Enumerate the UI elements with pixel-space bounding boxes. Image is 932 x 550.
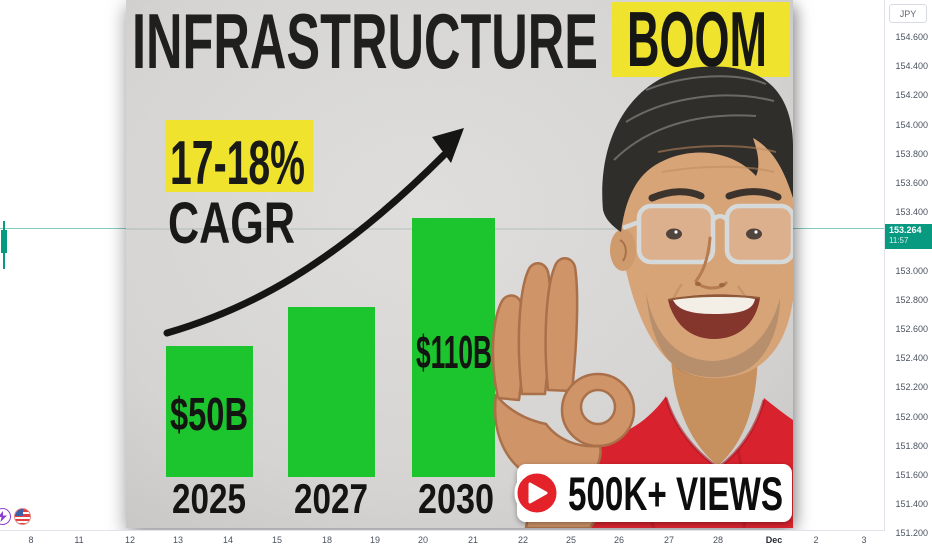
candlestick-body (1, 230, 7, 253)
time-axis[interactable]: 8 11 12 13 14 15 18 19 20 21 22 25 26 27 28 Dec 2 3 (0, 530, 932, 550)
growth-arrow (163, 151, 448, 337)
price-tick: 151.200 (895, 528, 928, 539)
thumb-index-circle (560, 372, 636, 448)
bar-2027 (288, 307, 375, 477)
time-tick: 19 (369, 535, 381, 545)
price-tick: 154.200 (895, 90, 928, 101)
time-tick: 27 (663, 535, 675, 545)
bar-year-2025: 2025 (172, 475, 246, 522)
views-badge-text: 500K+ VIEWS (568, 467, 783, 520)
us-flag-event-icon[interactable] (14, 508, 31, 525)
time-tick: 20 (417, 535, 429, 545)
price-tick: 151.400 (895, 499, 928, 510)
hair-gray-streaks (613, 75, 775, 161)
time-tick: 12 (124, 535, 136, 545)
growth-label-text: CAGR (168, 191, 295, 256)
price-tick: 154.400 (895, 61, 928, 72)
boom-highlight-box (612, 2, 790, 77)
lightning-event-icon[interactable] (0, 508, 11, 525)
growth-value-text: 17-18% (170, 129, 305, 198)
price-tick: 152.400 (895, 353, 928, 364)
time-tick: Dec (765, 535, 783, 545)
time-tick: 2 (813, 535, 819, 545)
growth-highlight-box (165, 120, 313, 192)
time-tick: 8 (28, 535, 34, 545)
currency-label[interactable]: JPY (889, 4, 927, 23)
presenter-hair (602, 66, 793, 232)
bar-year-2027: 2027 (294, 475, 368, 522)
bar-chart: $50B $110B 2025 2027 2030 (166, 218, 495, 522)
price-tick: 151.800 (895, 440, 928, 451)
time-tick: 28 (712, 535, 724, 545)
price-tick: 152.800 (895, 294, 928, 305)
bar-2030 (412, 218, 495, 477)
shirt-collar (664, 397, 766, 470)
title-text: INFRASTRUCTURE (132, 0, 598, 85)
price-tick: 152.000 (895, 411, 928, 422)
play-triangle-icon (528, 482, 548, 504)
time-tick: 26 (613, 535, 625, 545)
lightning-bolt-icon (0, 511, 7, 522)
presenter-eyebrows (648, 188, 782, 202)
time-tick: 22 (517, 535, 529, 545)
time-tick: 11 (74, 535, 84, 545)
middle-finger (544, 257, 579, 393)
time-tick: 21 (467, 535, 479, 545)
price-tick: 153.400 (895, 207, 928, 218)
time-tick: 15 (271, 535, 283, 545)
bar-value-2030: $110B (416, 326, 492, 378)
presenter-eye-right (746, 228, 762, 240)
time-tick: 18 (321, 535, 333, 545)
bar-year-2030: 2030 (418, 475, 494, 522)
current-price-time: 11:57 (889, 236, 909, 245)
price-tick: 154.600 (895, 32, 928, 42)
price-tick: 151.600 (895, 470, 928, 480)
time-tick: 25 (565, 535, 577, 545)
price-tick: 153.000 (895, 265, 928, 276)
time-tick: 3 (861, 535, 867, 545)
video-thumbnail: INFRASTRUCTURE BOOM 17-18% CAGR $50B $11… (126, 0, 793, 528)
time-tick: 14 (222, 535, 234, 545)
presenter-teeth (673, 296, 755, 314)
price-tick: 153.600 (895, 178, 928, 188)
price-tick: 152.600 (895, 324, 928, 334)
price-tick: 152.200 (895, 382, 928, 393)
price-tick: 153.800 (895, 148, 928, 159)
presenter-stubble (646, 292, 780, 378)
growth-arrow-head (432, 128, 464, 163)
presenter-glasses (622, 203, 793, 265)
time-tick: 13 (172, 535, 184, 545)
views-badge-background (517, 464, 792, 522)
price-axis[interactable]: JPY 153.264 11:57 154.600 154.400 154.200 1… (884, 0, 932, 538)
current-price-value: 153.264 (889, 225, 922, 235)
bar-value-2025: $50B (170, 388, 248, 440)
price-tick: 154.000 (895, 119, 928, 130)
current-price-label: 153.264 11:57 (885, 224, 932, 249)
views-badge: 500K+ VIEWS (514, 464, 792, 522)
bar-2025 (166, 346, 253, 477)
presenter-ear (610, 229, 636, 271)
presenter-eye-left (666, 228, 682, 240)
